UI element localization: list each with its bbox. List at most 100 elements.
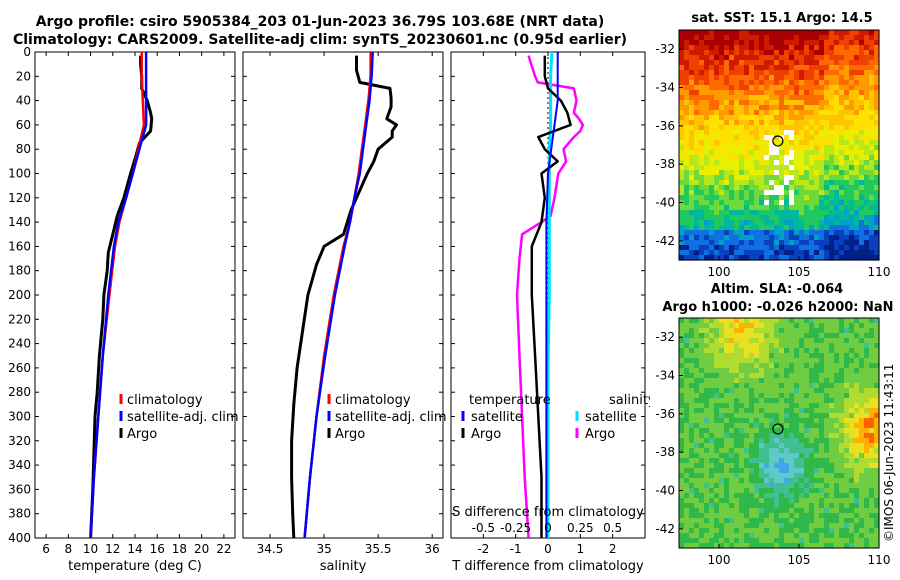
map-cell xyxy=(754,338,760,344)
map-cell xyxy=(844,240,850,246)
map-cell xyxy=(839,373,845,379)
map-cell xyxy=(819,105,825,111)
map-cell xyxy=(804,523,810,529)
map-cell xyxy=(789,463,795,469)
map-cell xyxy=(719,338,725,344)
map-cell xyxy=(849,80,855,86)
map-cell xyxy=(689,528,695,534)
map-cell xyxy=(734,318,740,324)
map-cell xyxy=(809,125,815,131)
map-cell xyxy=(789,473,795,479)
map-cell xyxy=(874,518,880,524)
map-cell xyxy=(689,95,695,101)
map-cell xyxy=(794,498,800,504)
map-cell xyxy=(844,105,850,111)
map-cell xyxy=(744,185,750,191)
map-cell xyxy=(814,125,820,131)
map-cell xyxy=(699,388,705,394)
map-cell xyxy=(789,538,795,544)
map-cell xyxy=(844,35,850,41)
map-cell xyxy=(699,448,705,454)
map-cell xyxy=(709,215,715,221)
sla-map-title-line-2: Argo h1000: -0.026 h2000: NaN xyxy=(662,300,894,315)
map-cell xyxy=(829,185,835,191)
map-cell xyxy=(769,45,775,51)
map-cell xyxy=(769,448,775,454)
map-cell xyxy=(829,333,835,339)
map-cell xyxy=(799,90,805,96)
map-cell xyxy=(799,408,805,414)
map-cell xyxy=(729,538,735,544)
map-cell xyxy=(784,333,790,339)
map-cell xyxy=(694,55,700,61)
map-cell xyxy=(754,403,760,409)
map-cell xyxy=(694,215,700,221)
map-cell xyxy=(724,448,730,454)
map-cell xyxy=(799,120,805,126)
map-cell xyxy=(684,85,690,91)
map-cell xyxy=(829,388,835,394)
map-cell xyxy=(834,483,840,489)
map-cell xyxy=(724,433,730,439)
map-cell xyxy=(679,428,685,434)
map-cell xyxy=(829,363,835,369)
map-cell xyxy=(719,190,725,196)
map-cell xyxy=(709,135,715,141)
map-cell xyxy=(774,523,780,529)
map-cell xyxy=(829,105,835,111)
map-cell xyxy=(864,403,870,409)
map-cell xyxy=(694,388,700,394)
map-cell xyxy=(849,523,855,529)
map-cell xyxy=(764,90,770,96)
map-cell xyxy=(719,65,725,71)
map-cell xyxy=(689,195,695,201)
map-cell xyxy=(839,40,845,46)
map-cell xyxy=(839,220,845,226)
map-cell xyxy=(754,343,760,349)
map-cell xyxy=(739,120,745,126)
map-cell xyxy=(744,503,750,509)
map-cell xyxy=(779,130,785,136)
map-cell xyxy=(784,378,790,384)
map-cell xyxy=(859,318,865,324)
map-cell xyxy=(829,468,835,474)
map-cell xyxy=(749,323,755,329)
map-cell xyxy=(834,80,840,86)
map-cell xyxy=(849,30,855,36)
map-cell xyxy=(689,443,695,449)
map-cell xyxy=(864,493,870,499)
map-cell xyxy=(679,70,685,76)
map-cell xyxy=(874,190,880,196)
map-cell xyxy=(809,235,815,241)
map-cell xyxy=(759,428,765,434)
map-cell xyxy=(744,120,750,126)
map-cell xyxy=(824,358,830,364)
map-cell xyxy=(684,533,690,539)
map-cell xyxy=(739,338,745,344)
map-cell xyxy=(814,468,820,474)
map-cell xyxy=(724,413,730,419)
map-cell xyxy=(794,50,800,56)
map-cell xyxy=(774,463,780,469)
map-cell xyxy=(824,175,830,181)
map-cell xyxy=(704,358,710,364)
map-cell xyxy=(809,443,815,449)
map-cell xyxy=(799,145,805,151)
map-cell xyxy=(869,458,875,464)
map-cell xyxy=(859,488,865,494)
map-cell xyxy=(794,523,800,529)
map-cell xyxy=(679,90,685,96)
map-cell xyxy=(854,125,860,131)
map-cell xyxy=(799,348,805,354)
map-cell xyxy=(684,543,690,549)
map-cell xyxy=(694,498,700,504)
map-cell xyxy=(744,488,750,494)
map-cell xyxy=(774,438,780,444)
map-cell xyxy=(804,45,810,51)
map-cell xyxy=(749,185,755,191)
map-cell xyxy=(864,463,870,469)
map-cell xyxy=(774,85,780,91)
map-cell xyxy=(759,503,765,509)
map-cell xyxy=(804,60,810,66)
